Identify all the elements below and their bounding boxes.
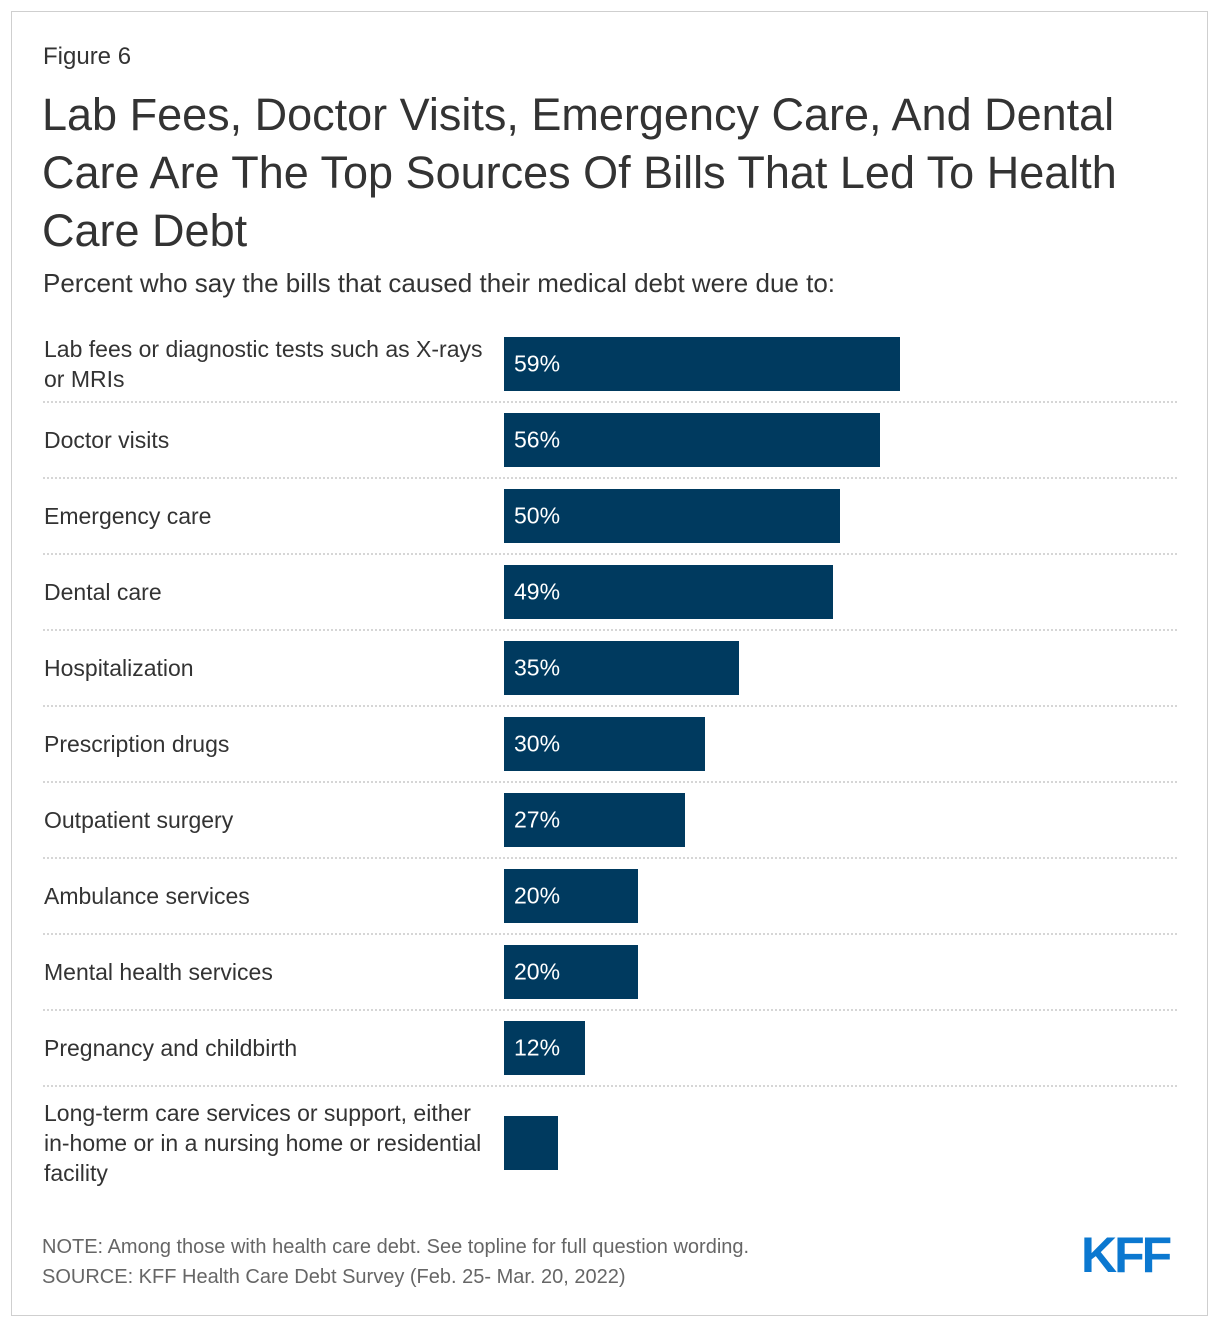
category-label: Doctor visits xyxy=(44,427,170,453)
source-text: SOURCE: KFF Health Care Debt Survey (Feb… xyxy=(42,1266,626,1288)
data-label: 27% xyxy=(514,806,561,833)
bar-row: Long-term care services or support, eith… xyxy=(43,1087,1177,1199)
category-label: Mental health services xyxy=(44,959,273,985)
category-label: Long-term care services or support, eith… xyxy=(44,1100,482,1186)
bar-chart: Lab fees or diagnostic tests such as X-r… xyxy=(43,326,1177,1199)
bar-row: Hospitalization 35% xyxy=(43,631,1177,707)
bar: 12% xyxy=(504,1021,585,1075)
footnote: NOTE: Among those with health care debt.… xyxy=(42,1232,749,1292)
bar xyxy=(504,1116,558,1170)
bar-row: Prescription drugs 30% xyxy=(43,707,1177,783)
bar: 30% xyxy=(504,717,706,771)
bar: 20% xyxy=(504,945,639,999)
chart-subtitle: Percent who say the bills that caused th… xyxy=(43,268,835,298)
bar-row: Dental care 49% xyxy=(43,555,1177,631)
category-label: Ambulance services xyxy=(44,883,250,909)
bar: 20% xyxy=(504,869,639,923)
bar: 56% xyxy=(504,413,880,467)
chart-title: Lab Fees, Doctor Visits, Emergency Care,… xyxy=(42,89,1117,256)
figure-label: Figure 6 xyxy=(43,43,132,70)
data-label: 20% xyxy=(514,882,561,909)
data-label: 59% xyxy=(514,350,561,376)
bar: 50% xyxy=(504,489,840,543)
data-label: 20% xyxy=(514,958,561,985)
category-label: Outpatient surgery xyxy=(44,807,234,833)
category-label: Dental care xyxy=(44,579,162,605)
data-label: 30% xyxy=(514,730,561,757)
data-label: 35% xyxy=(514,654,561,681)
data-label: 56% xyxy=(514,426,561,453)
data-label: 49% xyxy=(514,578,561,605)
data-label: 50% xyxy=(514,502,561,529)
kff-logo: KFF xyxy=(1081,1227,1172,1283)
bar: 27% xyxy=(504,793,686,847)
bar-row: Outpatient surgery 27% xyxy=(43,783,1177,859)
category-label: Hospitalization xyxy=(44,655,194,681)
bar: 35% xyxy=(504,641,739,695)
bar-row: Ambulance services 20% xyxy=(43,859,1177,935)
category-label: Prescription drugs xyxy=(44,731,230,757)
bar: 59% xyxy=(504,336,900,391)
bar-row: Emergency care 50% xyxy=(43,479,1177,555)
bar-row: Lab fees or diagnostic tests such as X-r… xyxy=(43,326,1177,403)
category-label: Emergency care xyxy=(44,503,212,529)
data-label: 12% xyxy=(514,1034,561,1061)
bar-row: Mental health services 20% xyxy=(43,935,1177,1011)
category-label: Pregnancy and childbirth xyxy=(44,1035,298,1061)
note-text: NOTE: Among those with health care debt.… xyxy=(42,1236,750,1258)
bar-row: Pregnancy and childbirth 12% xyxy=(43,1011,1177,1087)
bar-row: Doctor visits 56% xyxy=(43,403,1177,479)
bar: 49% xyxy=(504,565,833,619)
category-label: Lab fees or diagnostic tests such as X-r… xyxy=(44,335,483,392)
figure-frame xyxy=(11,11,1208,1316)
